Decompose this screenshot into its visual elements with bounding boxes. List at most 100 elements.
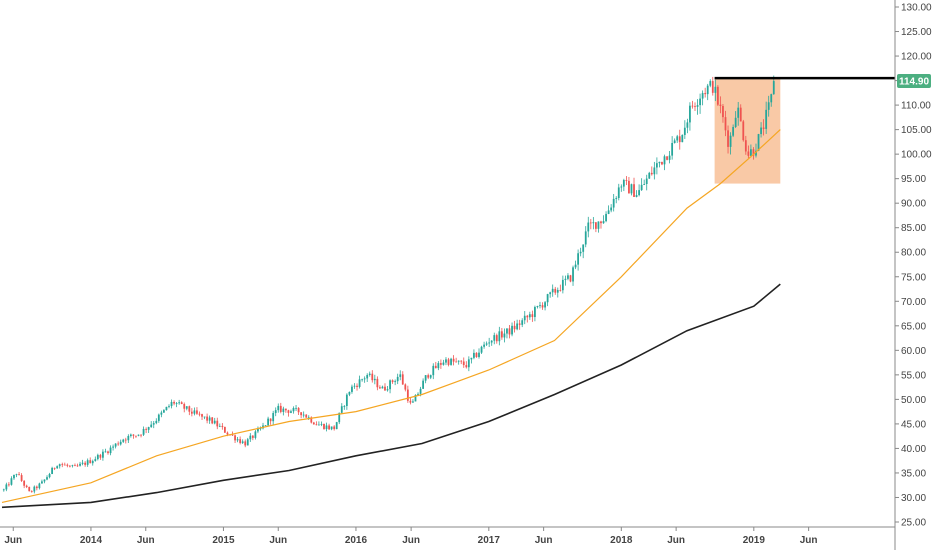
- candle-body: [175, 403, 178, 405]
- y-tick-label: 35.00: [901, 468, 926, 479]
- candle-body: [81, 462, 84, 464]
- candle-body: [676, 136, 679, 141]
- candle-body: [28, 486, 31, 492]
- candle-body: [470, 357, 473, 360]
- candle-body: [709, 81, 712, 86]
- candle-body: [467, 359, 470, 368]
- candle-body: [117, 443, 120, 445]
- candle-body: [142, 428, 145, 435]
- candle-body: [683, 127, 686, 135]
- candle-body: [584, 231, 587, 245]
- candle-body: [211, 417, 214, 424]
- candle-body: [84, 462, 87, 465]
- y-axis-ticks[interactable]: 130.00125.00120.00115.00110.00105.00100.…: [895, 3, 932, 529]
- candle-body: [635, 195, 638, 197]
- candle-body: [495, 335, 498, 342]
- candle-body: [650, 172, 653, 175]
- candle-body: [615, 198, 618, 199]
- candle-body: [282, 408, 285, 412]
- candle-body: [170, 401, 173, 407]
- candle-body: [251, 435, 254, 438]
- candle-body: [706, 85, 709, 95]
- x-tick-label: Jun: [4, 535, 22, 546]
- candle-body: [594, 222, 597, 229]
- candle-body: [188, 406, 191, 412]
- candle-body: [185, 406, 188, 409]
- candle-body: [5, 484, 8, 490]
- candle-body: [485, 343, 488, 345]
- candle-body: [546, 294, 549, 303]
- candle-body: [277, 405, 280, 411]
- last-price-badge: [897, 74, 931, 89]
- candle-body: [264, 425, 267, 427]
- candle-body: [579, 251, 582, 254]
- candle-body: [734, 117, 737, 127]
- candle-body: [66, 464, 69, 466]
- candle-body: [478, 352, 480, 357]
- highlight-box: [714, 78, 781, 184]
- candle-body: [223, 427, 226, 433]
- candle-body: [180, 402, 183, 405]
- candle-body: [15, 474, 18, 476]
- candle-body: [297, 407, 300, 413]
- candle-body: [310, 417, 313, 423]
- candle-body: [203, 416, 206, 418]
- candle-body: [442, 362, 445, 365]
- candle-body: [508, 328, 511, 335]
- candle-body: [132, 434, 135, 436]
- candle-body: [577, 253, 580, 265]
- candle-body: [536, 306, 539, 308]
- y-tick-label: 120.00: [901, 52, 932, 63]
- candle-body: [432, 365, 435, 376]
- y-tick-label: 25.00: [901, 518, 926, 529]
- candle-body: [196, 410, 198, 414]
- candle-body: [475, 352, 478, 357]
- candle-body: [74, 465, 76, 467]
- y-tick-label: 125.00: [901, 27, 932, 38]
- candle-body: [521, 320, 524, 325]
- candle-body: [417, 393, 419, 395]
- candle-body: [554, 288, 557, 293]
- candle-body: [348, 391, 351, 395]
- candle-body: [135, 435, 137, 437]
- candle-body: [147, 427, 150, 430]
- y-tick-label: 75.00: [901, 272, 926, 283]
- candle-body: [500, 331, 503, 338]
- candle-body: [427, 375, 430, 378]
- candle-body: [163, 410, 165, 413]
- candle-body: [328, 425, 330, 430]
- candle-body: [396, 376, 399, 382]
- candle-body: [567, 275, 569, 279]
- candle-body: [767, 102, 770, 110]
- candle-body: [305, 414, 308, 418]
- y-tick-label: 130.00: [901, 3, 932, 14]
- candle-body: [160, 412, 163, 415]
- candle-body: [406, 389, 409, 401]
- candle-body: [762, 127, 765, 129]
- candle-body: [43, 479, 46, 482]
- candle-body: [640, 184, 643, 191]
- candle-body: [99, 454, 102, 458]
- x-axis-ticks[interactable]: Jun 2014 Jun 2015 Jun 2016 Jun 2017 Jun 2018 Jun 20…: [4, 527, 818, 546]
- candle-body: [655, 163, 658, 168]
- candle-body: [366, 374, 369, 379]
- candle-body: [104, 451, 107, 453]
- candle-body: [109, 447, 112, 454]
- candle-body: [617, 187, 620, 199]
- candle-body: [318, 424, 320, 426]
- candle-body: [556, 289, 559, 293]
- candle-body: [107, 451, 109, 454]
- candle-body: [605, 213, 607, 222]
- y-tick-label: 105.00: [901, 125, 932, 136]
- candle-body: [645, 178, 648, 185]
- candle-body: [450, 358, 452, 365]
- candle-body: [307, 417, 310, 419]
- candle-body: [41, 481, 43, 484]
- candle-body: [511, 325, 513, 335]
- candle-body: [612, 198, 615, 208]
- candle-body: [379, 387, 381, 389]
- candle-body: [526, 315, 529, 318]
- candle-body: [20, 475, 23, 481]
- candle-body: [340, 406, 343, 413]
